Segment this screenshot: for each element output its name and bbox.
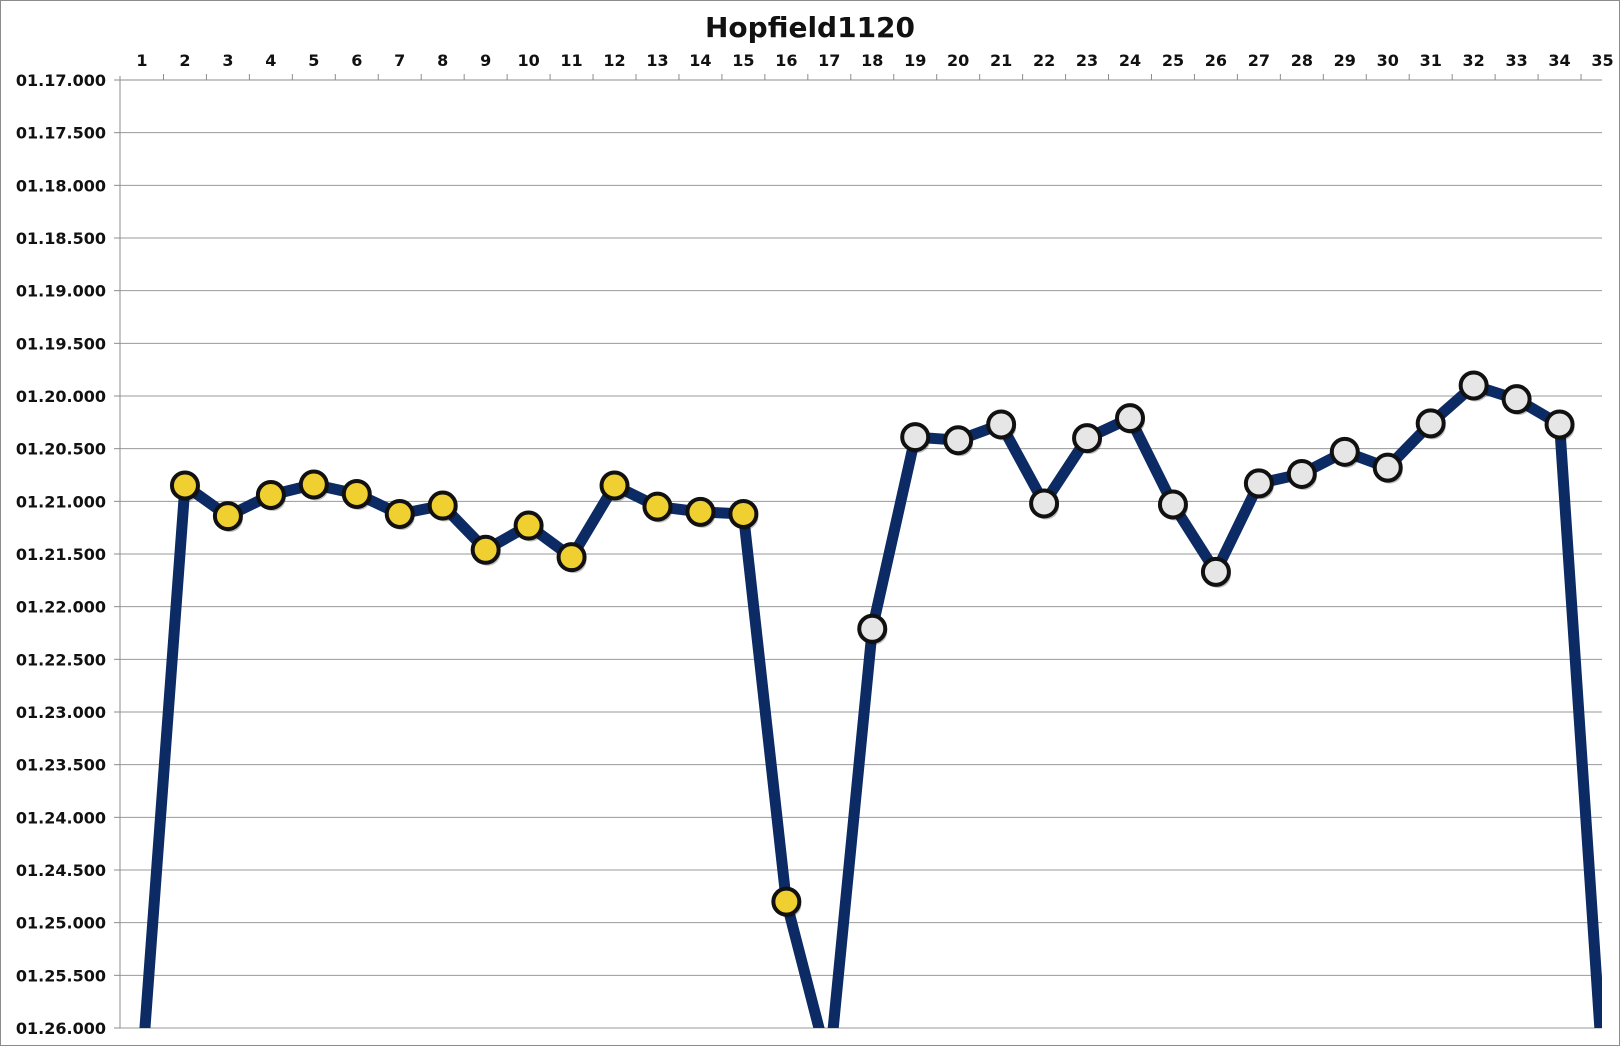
y-tick-labels: 01.17.000 01.17.500 01.18.000 01.18.500 01.1… bbox=[16, 71, 106, 1038]
series-markers bbox=[169, 370, 1575, 918]
data-point bbox=[212, 501, 243, 532]
data-point bbox=[1115, 403, 1145, 434]
data-point bbox=[470, 534, 501, 565]
y-tick-label: 01.18.000 bbox=[16, 176, 106, 195]
x-tick-label: 27 bbox=[1248, 51, 1270, 70]
x-tick-label: 19 bbox=[904, 51, 926, 70]
data-point bbox=[1329, 436, 1360, 467]
x-tick-label: 9 bbox=[480, 51, 491, 70]
data-point bbox=[169, 470, 200, 501]
y-tick-label: 01.24.000 bbox=[16, 808, 106, 827]
y-tick-label: 01.26.000 bbox=[16, 1019, 106, 1038]
y-tick-label: 01.24.500 bbox=[16, 861, 106, 880]
data-point bbox=[1157, 489, 1188, 520]
x-tick-label: 34 bbox=[1548, 51, 1570, 70]
data-point bbox=[556, 542, 587, 573]
data-point bbox=[513, 510, 544, 541]
x-tick-label: 22 bbox=[1033, 51, 1055, 70]
y-tick-label: 01.19.000 bbox=[16, 282, 106, 301]
y-tick-label: 01.22.500 bbox=[16, 650, 106, 669]
data-point bbox=[685, 496, 716, 527]
data-point bbox=[1415, 408, 1446, 439]
data-point bbox=[298, 469, 329, 500]
x-tick-label: 11 bbox=[560, 51, 582, 70]
x-tick-label: 15 bbox=[732, 51, 754, 70]
data-point bbox=[771, 886, 802, 917]
data-point bbox=[384, 498, 415, 529]
y-tick-label: 01.17.000 bbox=[16, 71, 106, 90]
y-tick-label: 01.23.000 bbox=[16, 703, 106, 722]
x-tick-label: 6 bbox=[351, 51, 362, 70]
y-tick-label: 01.22.000 bbox=[16, 598, 106, 617]
data-point bbox=[1544, 409, 1575, 440]
x-tick-label: 10 bbox=[517, 51, 539, 70]
x-tick-label: 26 bbox=[1205, 51, 1227, 70]
data-point bbox=[857, 613, 888, 644]
y-tick-label: 01.19.500 bbox=[16, 334, 106, 353]
data-point bbox=[1029, 488, 1060, 519]
x-tick-label: 35 bbox=[1591, 51, 1613, 70]
y-tick-label: 01.23.500 bbox=[16, 756, 106, 775]
y-tick-label: 01.21.000 bbox=[16, 492, 106, 511]
chart-title: Hopfield1120 bbox=[705, 11, 915, 44]
data-point bbox=[943, 425, 974, 456]
x-tick-label: 17 bbox=[818, 51, 840, 70]
x-tick-label: 25 bbox=[1162, 51, 1184, 70]
y-tick-label: 01.25.500 bbox=[16, 966, 106, 985]
data-point bbox=[1286, 458, 1317, 489]
x-tick-label: 20 bbox=[947, 51, 969, 70]
y-tick-label: 01.17.500 bbox=[16, 124, 106, 143]
data-point bbox=[427, 490, 458, 521]
x-tick-label: 1 bbox=[136, 51, 147, 70]
x-tick-label: 2 bbox=[179, 51, 190, 70]
y-tick-label: 01.18.500 bbox=[16, 229, 106, 248]
x-tick-label: 7 bbox=[394, 51, 405, 70]
y-tick-label: 01.25.000 bbox=[16, 914, 106, 933]
data-point bbox=[1072, 423, 1103, 454]
y-tick-label: 01.20.500 bbox=[16, 440, 106, 459]
data-point bbox=[1200, 556, 1231, 587]
data-point bbox=[341, 478, 372, 509]
data-point bbox=[599, 470, 630, 501]
x-tick-label: 30 bbox=[1377, 51, 1399, 70]
x-tick-label: 8 bbox=[437, 51, 448, 70]
data-point bbox=[1501, 384, 1532, 415]
x-tick-label: 4 bbox=[265, 51, 276, 70]
y-tick-label: 01.21.500 bbox=[16, 545, 106, 564]
x-tick-labels: 1 2 3 4 5 6 7 8 9 10 11 12 13 14 15 16 17 18 19 20 21 22 23 24 2… bbox=[136, 51, 1613, 70]
data-point bbox=[255, 480, 286, 511]
x-tick-label: 13 bbox=[646, 51, 668, 70]
x-tick-label: 31 bbox=[1420, 51, 1442, 70]
x-tick-label: 14 bbox=[689, 51, 711, 70]
x-tick-label: 18 bbox=[861, 51, 883, 70]
x-tick-label: 5 bbox=[308, 51, 319, 70]
x-tick-label: 24 bbox=[1119, 51, 1141, 70]
x-tick-label: 23 bbox=[1076, 51, 1098, 70]
x-tick-label: 32 bbox=[1463, 51, 1485, 70]
x-tick-label: 29 bbox=[1334, 51, 1356, 70]
x-tick-label: 21 bbox=[990, 51, 1012, 70]
x-tick-label: 28 bbox=[1291, 51, 1313, 70]
y-tick-label: 01.20.000 bbox=[16, 387, 106, 406]
data-point bbox=[728, 498, 759, 529]
x-tick-label: 12 bbox=[603, 51, 625, 70]
x-tick-label: 16 bbox=[775, 51, 797, 70]
data-point bbox=[1243, 468, 1274, 499]
x-tick-label: 3 bbox=[222, 51, 233, 70]
axes bbox=[114, 74, 1602, 1029]
x-tick-label: 33 bbox=[1505, 51, 1527, 70]
data-point bbox=[986, 409, 1017, 440]
data-point bbox=[900, 422, 931, 453]
data-point bbox=[1372, 452, 1403, 483]
data-point bbox=[1458, 370, 1489, 401]
data-point bbox=[642, 491, 673, 522]
